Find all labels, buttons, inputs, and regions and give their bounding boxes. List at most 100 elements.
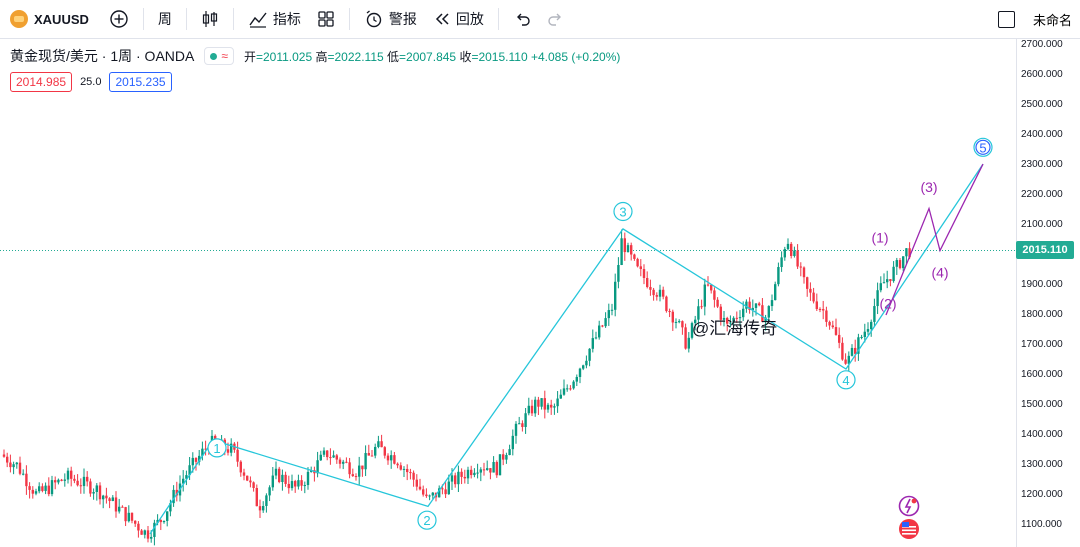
price-tick-label: 2600.000 [1021, 69, 1063, 80]
candle-body [194, 457, 198, 462]
market-status-badge[interactable]: ≈ [204, 47, 234, 65]
templates-button[interactable] [309, 0, 343, 38]
candle-body [671, 311, 674, 323]
events-icon[interactable] [898, 495, 920, 517]
high-label: 高 [315, 49, 328, 64]
candle-body [102, 495, 105, 500]
candle-body [873, 306, 876, 322]
candle-body [18, 462, 22, 474]
data-feed-icon: ≈ [221, 49, 228, 63]
candle-body [486, 468, 489, 470]
candle-body [342, 461, 345, 464]
candle-body [902, 256, 905, 269]
candle-body [668, 311, 671, 313]
chart-type-button[interactable] [193, 0, 227, 38]
candle-body [361, 465, 364, 470]
candle-body [172, 489, 175, 504]
candle-body [550, 404, 553, 408]
price-tick-label: 1500.000 [1021, 399, 1063, 410]
candle-body [754, 303, 758, 308]
price-tick-label: 2500.000 [1021, 99, 1063, 110]
price-tick-label: 1800.000 [1021, 309, 1063, 320]
price-chart[interactable]: 1 2 3 4 5 (1) (2) (3) (4) [0, 39, 1016, 547]
trade-buttons: 2014.985 25.0 2015.235 [10, 72, 172, 92]
candle-body [582, 365, 585, 369]
candle-body [367, 453, 370, 456]
candle-body [159, 519, 162, 523]
indicators-button[interactable]: 指标 [240, 0, 309, 38]
candle-body [735, 317, 738, 319]
sell-button[interactable]: 2014.985 [10, 72, 73, 92]
candle-body [303, 485, 306, 487]
candle-body [191, 457, 194, 466]
undo-icon [516, 13, 530, 26]
candle-body [655, 295, 658, 297]
candle-body [719, 306, 722, 320]
candle-body [604, 318, 607, 327]
candle-body [770, 300, 774, 307]
undo-button[interactable] [505, 0, 539, 38]
select-checkbox[interactable] [997, 10, 1015, 28]
candle-body [831, 325, 834, 328]
candle-body [818, 308, 822, 310]
sub-wave-line [885, 163, 984, 316]
candle-body [546, 404, 550, 410]
us-flag-icon[interactable] [898, 518, 920, 540]
candle-body [678, 321, 681, 323]
candle-body [156, 519, 159, 523]
candle-body [636, 258, 639, 267]
candle-body [44, 485, 47, 491]
candle-body [815, 301, 818, 309]
divider [232, 8, 234, 30]
candle-body [82, 476, 86, 487]
candle-body [786, 243, 790, 250]
candle-body [182, 478, 185, 484]
interval-button[interactable]: 周 [150, 0, 180, 38]
candle-body [726, 317, 729, 324]
instrument-title[interactable]: 黄金现货/美元 · 1周 · OANDA [10, 48, 195, 64]
candle-body [188, 465, 191, 476]
candle-body [742, 308, 745, 318]
replay-button[interactable]: 回放 [425, 0, 492, 38]
candle-body [345, 461, 348, 463]
chart-legend: 黄金现货/美元 · 1周 · OANDA ≈ 开=2011.025 高=2022… [10, 46, 620, 66]
candle-body [185, 475, 188, 479]
candle-body [822, 309, 825, 311]
candle-body [796, 250, 799, 267]
candle-body [508, 449, 511, 455]
candle-body [326, 450, 329, 458]
wave-label-3: 3 [619, 205, 626, 220]
candle-body [630, 245, 633, 255]
candle-body [780, 257, 783, 268]
close-label: 收 [459, 49, 472, 64]
candle-body [642, 269, 646, 278]
symbol-label: XAUUSD [34, 11, 89, 27]
symbol-search[interactable]: XAUUSD [0, 0, 101, 38]
price-axis[interactable]: 2700.000 2600.000 2500.000 2400.000 2300.000… [1016, 39, 1080, 547]
candle-body [50, 480, 54, 495]
gold-coin-icon [10, 10, 28, 28]
compare-button[interactable] [101, 0, 137, 38]
candle-body [588, 348, 591, 361]
candle-body [239, 461, 242, 473]
candle-body [738, 317, 742, 319]
candle-body [783, 249, 786, 258]
candle-body [476, 472, 479, 474]
candle-body [530, 405, 534, 414]
buy-button[interactable]: 2015.235 [109, 72, 172, 92]
candle-body [47, 485, 50, 495]
wave-label-2: 2 [423, 513, 430, 528]
redo-button[interactable] [539, 0, 573, 38]
candle-body [390, 455, 393, 461]
low-value: =2007.845 [399, 49, 457, 64]
alert-button[interactable]: 警报 [356, 0, 425, 38]
layout-name[interactable]: 未命名 [1032, 12, 1072, 28]
candle-body [898, 260, 902, 269]
candle-body [377, 441, 380, 447]
candle-body [175, 489, 178, 496]
candle-body [415, 479, 418, 487]
candle-body [418, 486, 422, 490]
candle-body [2, 454, 6, 457]
candle-body [146, 530, 150, 539]
candle-body [492, 461, 495, 473]
